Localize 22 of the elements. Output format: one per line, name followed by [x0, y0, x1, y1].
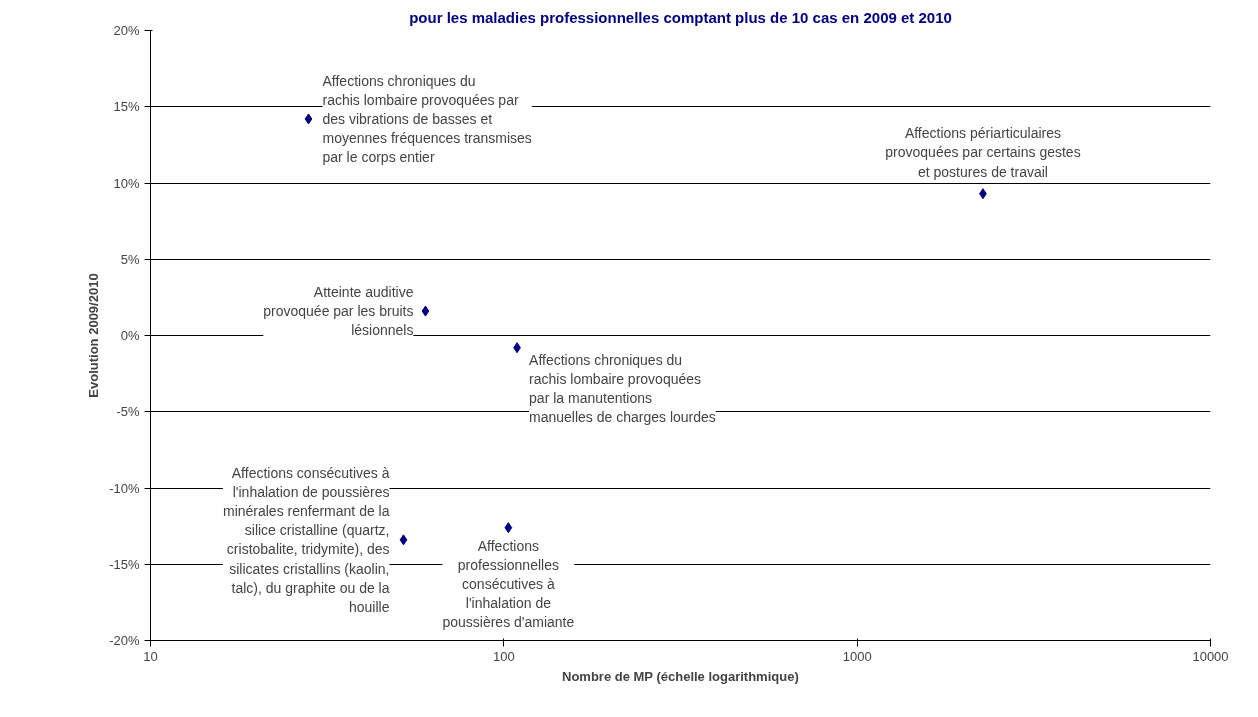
y-tick-label: -15%: [109, 556, 140, 572]
y-tick-label: -20%: [109, 633, 140, 648]
x-tick-label: 10000: [1192, 648, 1229, 664]
annotation: Affections professionnelles consécutives à l'inhalation de poussières d'amiante: [442, 537, 575, 631]
y-tick-label: -10%: [109, 480, 140, 496]
y-tick-label: 5%: [120, 251, 140, 267]
annotation: Affections périarticulaires provoquées par certains gestes et postures de travail: [885, 125, 1081, 180]
x-axis-title: Nombre de MP (échelle logarithmique): [562, 668, 799, 684]
y-tick-label: 10%: [113, 175, 140, 191]
x-tick-label: 100: [492, 648, 515, 664]
y-tick-label: 15%: [113, 99, 140, 115]
y-tick-label: 20%: [113, 23, 140, 38]
x-tick-label: 10: [143, 648, 158, 664]
annotation: Affections chroniques du rachis lombaire provoquées par des vibrations de basses et moyennes fréquences transmises par le corps entier: [322, 72, 532, 166]
chart-title: pour les maladies professionnelles comptant plus de 10 cas en 2009 et 2010: [409, 8, 952, 26]
annotation: Atteinte auditive provoquée par les bruits lésionnels: [263, 283, 414, 339]
y-tick-label: 0%: [120, 328, 140, 343]
annotation: Affections consécutives à l'inhalation de poussières minérales renfermant de la silice cristalline (quartz, cristobalite, tridymite), des silicates cristallins (kaolin, talc), du graphite ou de la houille: [222, 464, 390, 616]
y-axis-title: Evolution 2009/2010: [86, 273, 102, 398]
annotation: Affections chroniques du rachis lombaire provoquées par la manutentions manuelles de charges lourdes: [529, 351, 716, 426]
y-tick-label: -5%: [116, 404, 140, 420]
x-tick-label: 1000: [842, 648, 872, 664]
